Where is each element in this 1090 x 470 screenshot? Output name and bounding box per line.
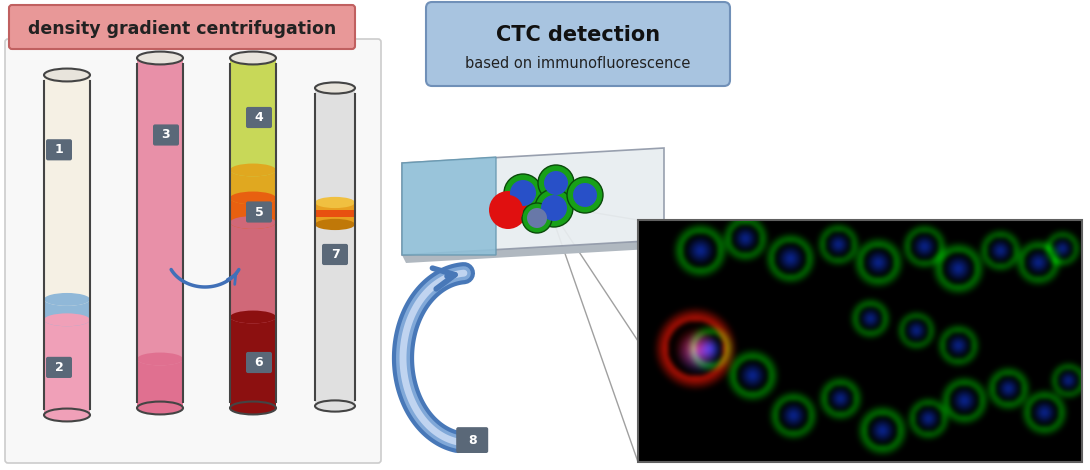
Ellipse shape [573, 183, 597, 207]
Bar [44, 75, 90, 299]
Ellipse shape [522, 203, 552, 233]
Text: 1: 1 [54, 143, 63, 157]
Ellipse shape [504, 174, 542, 212]
FancyBboxPatch shape [46, 139, 72, 160]
Ellipse shape [538, 165, 574, 201]
Ellipse shape [137, 352, 183, 366]
Ellipse shape [315, 82, 355, 94]
Text: 7: 7 [330, 248, 339, 261]
Bar [638, 220, 1082, 462]
Text: CTC detection: CTC detection [496, 25, 661, 45]
Ellipse shape [230, 164, 276, 176]
FancyBboxPatch shape [457, 427, 488, 453]
Text: based on immunofluorescence: based on immunofluorescence [465, 55, 691, 70]
Ellipse shape [230, 216, 276, 229]
Ellipse shape [510, 180, 536, 206]
Ellipse shape [230, 164, 276, 176]
Text: 3: 3 [161, 128, 170, 141]
Bar [230, 58, 276, 170]
Bar [230, 317, 276, 408]
FancyBboxPatch shape [9, 5, 355, 49]
FancyBboxPatch shape [246, 352, 272, 373]
Ellipse shape [137, 401, 183, 415]
Bar [137, 359, 183, 408]
Bar [315, 210, 355, 217]
FancyBboxPatch shape [153, 125, 179, 146]
Text: 6: 6 [255, 356, 264, 369]
Ellipse shape [526, 208, 547, 228]
Bar [44, 299, 90, 320]
FancyBboxPatch shape [322, 244, 348, 265]
Bar [315, 88, 355, 406]
Bar [137, 58, 183, 359]
FancyBboxPatch shape [5, 39, 381, 463]
Ellipse shape [230, 52, 276, 64]
Ellipse shape [230, 192, 276, 204]
Bar [315, 203, 355, 225]
Ellipse shape [44, 313, 90, 326]
Ellipse shape [137, 352, 183, 366]
Ellipse shape [44, 313, 90, 326]
Ellipse shape [230, 311, 276, 323]
Ellipse shape [44, 69, 90, 81]
Polygon shape [402, 157, 496, 255]
Text: 2: 2 [54, 361, 63, 374]
Ellipse shape [230, 311, 276, 323]
Ellipse shape [315, 400, 355, 412]
Ellipse shape [541, 195, 567, 221]
FancyBboxPatch shape [426, 2, 730, 86]
FancyBboxPatch shape [46, 357, 72, 378]
Ellipse shape [315, 197, 355, 208]
Bar [44, 320, 90, 415]
Ellipse shape [489, 191, 526, 229]
Ellipse shape [230, 401, 276, 415]
Polygon shape [402, 240, 668, 263]
Ellipse shape [493, 195, 523, 225]
Text: 5: 5 [255, 205, 264, 219]
Ellipse shape [44, 408, 90, 422]
Ellipse shape [230, 216, 276, 229]
FancyBboxPatch shape [246, 202, 272, 223]
Ellipse shape [315, 82, 355, 94]
Ellipse shape [315, 219, 355, 230]
Bar [230, 170, 276, 198]
Ellipse shape [567, 177, 603, 213]
Ellipse shape [544, 171, 568, 195]
Bar [230, 222, 276, 317]
FancyBboxPatch shape [246, 107, 272, 128]
Ellipse shape [230, 192, 276, 204]
Text: density gradient centrifugation: density gradient centrifugation [28, 20, 336, 38]
Ellipse shape [44, 293, 90, 306]
Ellipse shape [137, 52, 183, 64]
Ellipse shape [44, 293, 90, 306]
Bar [230, 198, 276, 222]
Ellipse shape [230, 52, 276, 64]
Polygon shape [402, 148, 664, 255]
Ellipse shape [535, 189, 573, 227]
Text: 8: 8 [468, 434, 476, 446]
Ellipse shape [137, 52, 183, 64]
Text: 4: 4 [255, 111, 264, 124]
Ellipse shape [44, 69, 90, 81]
